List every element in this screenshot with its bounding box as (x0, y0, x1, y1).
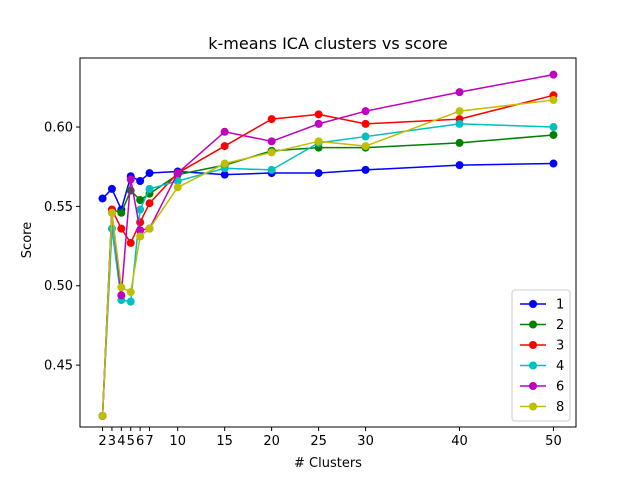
y-axis-label: Score (20, 222, 35, 258)
y-axis: 0.45 0.50 0.55 0.60 (44, 121, 80, 374)
legend: 1 2 3 4 6 8 (511, 289, 571, 422)
x-axis-label: # Clusters (294, 456, 362, 471)
y-tick-label: 0.55 (44, 200, 73, 215)
data-point-series-3 (314, 110, 323, 119)
legend-swatch-marker (529, 361, 537, 370)
x-tick-label: 2 (98, 434, 106, 449)
data-point-series-1 (107, 184, 116, 193)
x-tick-label: 7 (145, 434, 153, 449)
plot-frame (79, 57, 577, 428)
data-point-series-6 (173, 169, 182, 178)
data-point-series-3 (117, 224, 126, 233)
x-tick-label: 40 (451, 434, 468, 449)
legend-box (511, 289, 571, 422)
legend-label: 2 (556, 318, 564, 333)
legend-swatch-marker (529, 402, 537, 411)
data-point-series-8 (549, 96, 558, 105)
data-point-series-6 (220, 127, 229, 136)
y-tick-label: 0.60 (44, 121, 73, 136)
data-point-series-4 (267, 165, 276, 174)
data-point-series-8 (455, 107, 464, 116)
legend-label: 8 (556, 400, 564, 415)
data-point-series-2 (136, 196, 145, 205)
data-point-series-8 (117, 283, 126, 292)
data-point-series-8 (314, 137, 323, 146)
data-point-series-4 (455, 119, 464, 128)
data-point-series-3 (220, 142, 229, 151)
data-point-series-8 (267, 148, 276, 157)
x-tick-label: 15 (216, 434, 233, 449)
x-tick-label: 10 (169, 434, 186, 449)
data-point-series-8 (145, 224, 154, 233)
data-point-series-1 (549, 159, 558, 168)
data-point-series-3 (145, 199, 154, 208)
y-tick-label: 0.45 (44, 359, 73, 374)
data-point-series-8 (136, 232, 145, 241)
legend-swatch-marker (529, 341, 537, 349)
legend-label: 6 (556, 380, 564, 395)
data-point-series-1 (136, 177, 145, 185)
data-point-series-6 (361, 107, 370, 116)
data-point-series-2 (549, 130, 558, 139)
data-point-series-6 (267, 137, 276, 146)
legend-swatch-marker (529, 300, 537, 308)
data-point-series-6 (549, 70, 558, 79)
data-point-series-8 (98, 411, 107, 420)
x-tick-label: 30 (357, 434, 374, 449)
data-point-series-8 (126, 288, 135, 297)
data-point-series-8 (107, 208, 116, 217)
data-point-series-8 (220, 159, 229, 168)
chart-title: k-means ICA clusters vs score (208, 34, 447, 53)
data-point-series-1 (145, 169, 154, 178)
data-point-series-4 (173, 177, 182, 185)
x-tick-label: 6 (136, 434, 144, 449)
legend-label: 3 (556, 339, 564, 354)
data-point-series-1 (98, 194, 107, 203)
data-point-series-8 (173, 183, 182, 192)
data-point-series-4 (549, 123, 558, 132)
data-point-series-2 (117, 208, 126, 217)
data-point-series-4 (361, 132, 370, 141)
data-point-series-3 (126, 238, 135, 247)
plot-area (98, 70, 558, 420)
data-point-series-1 (361, 165, 370, 174)
x-tick-label: 5 (127, 434, 135, 449)
x-tick-label: 4 (117, 434, 125, 449)
data-point-series-4 (126, 297, 135, 306)
data-point-series-6 (314, 119, 323, 128)
data-point-series-2 (455, 138, 464, 147)
data-point-series-1 (220, 170, 229, 179)
data-point-series-4 (145, 184, 154, 193)
legend-swatch-marker (529, 320, 537, 329)
x-axis: 2 3 4 5 6 7 10 15 20 25 30 40 50 (98, 427, 562, 449)
data-point-series-3 (267, 115, 276, 124)
x-tick-label: 3 (108, 434, 116, 449)
x-tick-label: 25 (310, 434, 327, 449)
data-point-series-8 (361, 142, 370, 151)
data-point-series-1 (455, 161, 464, 170)
legend-label: 4 (556, 359, 564, 374)
y-tick-label: 0.50 (44, 279, 73, 294)
legend-label: 1 (556, 298, 564, 313)
data-point-series-6 (136, 226, 145, 235)
legend-swatch-marker (529, 382, 537, 390)
data-point-series-6 (455, 88, 464, 97)
data-point-series-4 (136, 205, 145, 214)
data-point-series-6 (126, 175, 135, 184)
x-tick-label: 20 (263, 434, 280, 449)
data-point-series-3 (361, 119, 370, 128)
x-tick-label: 50 (545, 434, 562, 449)
data-point-series-1 (314, 169, 323, 178)
data-point-series-6 (117, 291, 126, 300)
data-point-series-3 (136, 218, 145, 227)
